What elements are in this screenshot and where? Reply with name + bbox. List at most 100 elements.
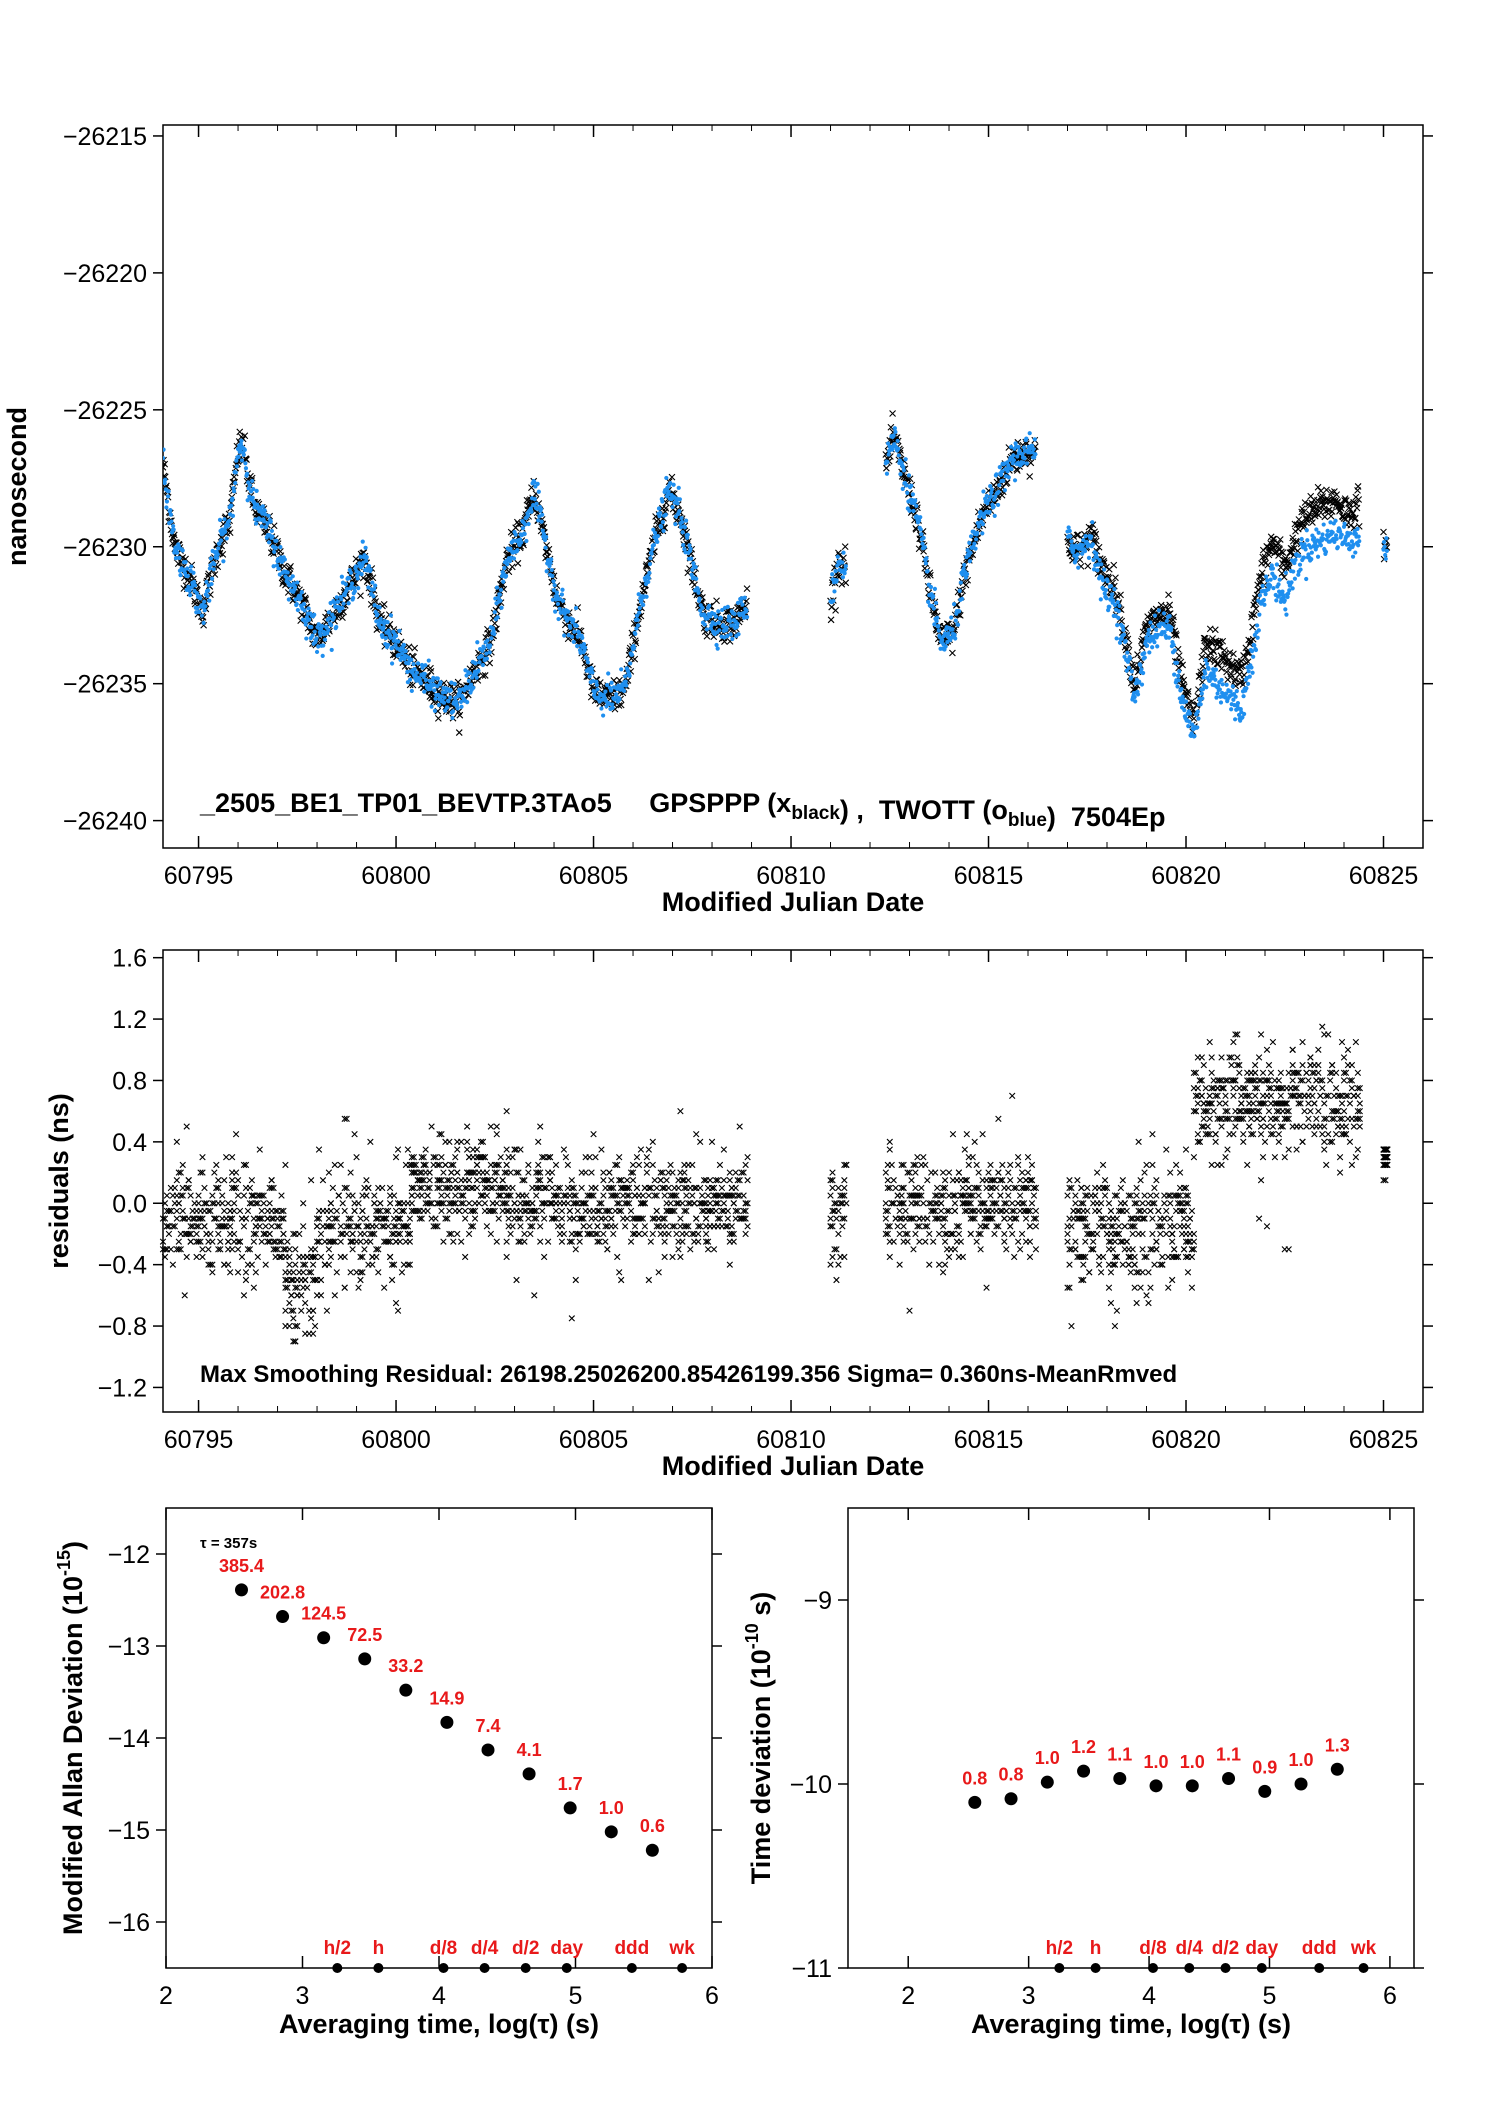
- twott-point: [1268, 577, 1273, 582]
- residual-point: [309, 1307, 317, 1314]
- twott-point: [499, 605, 504, 610]
- twott-point: [1016, 444, 1021, 450]
- residual-point: [357, 1215, 364, 1222]
- twott-point: [165, 494, 171, 499]
- residual-point: [546, 1177, 554, 1184]
- residual-point: [169, 1261, 177, 1268]
- twott-point: [571, 617, 576, 622]
- residual-point: [483, 1192, 491, 1199]
- twott-point: [677, 497, 682, 502]
- twott-point: [1274, 562, 1279, 567]
- twott-point: [375, 612, 380, 617]
- residual-point: [517, 1146, 524, 1153]
- twott-point: [1155, 644, 1160, 649]
- twott-point: [715, 646, 720, 651]
- residual-point: [266, 1200, 273, 1207]
- twott-point: [992, 513, 997, 518]
- twott-point: [1214, 695, 1219, 700]
- residual-point: [213, 1161, 220, 1169]
- twott-point: [932, 586, 938, 591]
- twott-point: [1024, 436, 1029, 441]
- twott-point: [163, 455, 166, 461]
- twott-point: [180, 548, 185, 553]
- twott-point: [1334, 536, 1339, 542]
- twott-point: [534, 501, 539, 506]
- residual-point: [525, 1215, 532, 1222]
- residual-point: [228, 1246, 236, 1253]
- twott-point: [189, 564, 194, 569]
- twott-point: [676, 485, 681, 490]
- residual-point: [317, 1253, 325, 1261]
- residual-point: [558, 1207, 566, 1215]
- residual-point: [363, 1215, 370, 1222]
- twott-point: [659, 524, 664, 530]
- gpsppp-point: [163, 473, 169, 481]
- twott-point: [1291, 569, 1296, 574]
- residual-point: [592, 1184, 599, 1192]
- twott-point: [239, 458, 245, 463]
- residual-point: [525, 1161, 532, 1169]
- twott-point: [171, 527, 176, 532]
- twott-point: [1174, 660, 1180, 665]
- twott-point: [331, 615, 337, 620]
- twott-point: [480, 662, 486, 668]
- twott-point: [700, 605, 705, 610]
- residual-point: [521, 1230, 528, 1238]
- residual-point: [282, 1307, 289, 1314]
- twott-point: [704, 627, 710, 632]
- twott-point: [727, 618, 733, 623]
- twott-point: [1017, 448, 1022, 453]
- twott-point: [164, 505, 169, 510]
- residual-point: [298, 1307, 305, 1314]
- twott-point: [242, 447, 247, 452]
- twott-point: [356, 585, 361, 591]
- twott-point: [933, 600, 939, 606]
- residual-point: [327, 1253, 335, 1261]
- twott-point: [996, 502, 1001, 508]
- twott-point: [1267, 583, 1273, 588]
- residual-point: [207, 1230, 214, 1238]
- gpsppp-point: [405, 643, 413, 651]
- twott-point: [409, 688, 414, 694]
- twott-point: [1195, 725, 1200, 730]
- residual-point: [341, 1207, 348, 1215]
- twott-point: [269, 528, 275, 534]
- residual-outlier: [404, 1146, 412, 1153]
- twott-point: [452, 681, 457, 687]
- twott-point: [744, 615, 750, 620]
- twott-point: [250, 495, 255, 500]
- twott-point: [197, 609, 202, 615]
- twott-point: [168, 507, 173, 513]
- twott-point: [302, 608, 307, 613]
- residual-point: [217, 1238, 224, 1245]
- twott-point: [549, 567, 554, 573]
- residual-point: [406, 1215, 414, 1222]
- residual-point: [290, 1315, 297, 1322]
- twott-point: [544, 534, 549, 540]
- twott-point: [1249, 665, 1254, 670]
- twott-point: [624, 683, 629, 688]
- twott-point: [1233, 717, 1238, 722]
- twott-point: [922, 545, 927, 550]
- twott-point: [1253, 647, 1259, 653]
- twott-point: [714, 642, 719, 648]
- residual-point: [509, 1154, 516, 1161]
- residual-point: [481, 1200, 489, 1207]
- twott-point: [536, 489, 541, 494]
- twott-point: [1164, 619, 1169, 624]
- twott-point: [1283, 607, 1288, 612]
- twott-point: [1264, 574, 1269, 579]
- twott-point: [351, 595, 356, 601]
- residual-point: [438, 1154, 445, 1161]
- twott-point: [1304, 528, 1309, 533]
- twott-point: [1339, 532, 1344, 537]
- panel-time-series: 60795 60800 60805 60810 60815 60820 60825−2621…: [2, 123, 1433, 917]
- twott-point: [422, 689, 427, 694]
- gpsppp-point: [427, 667, 435, 675]
- twott-point: [725, 604, 730, 609]
- twott-point: [1123, 638, 1128, 644]
- residual-point: [209, 1238, 216, 1245]
- twott-point: [1146, 627, 1151, 633]
- twott-point: [1218, 700, 1224, 705]
- twott-point: [436, 702, 442, 708]
